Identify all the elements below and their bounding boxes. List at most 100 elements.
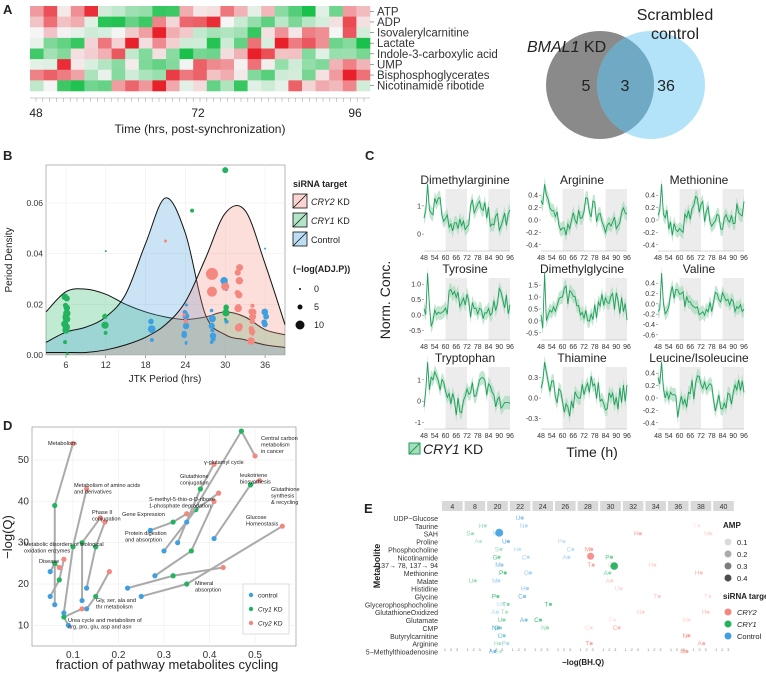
- panel-e-point: [653, 563, 657, 567]
- xtick-label: 78: [591, 344, 599, 351]
- pathway-point-cry1: [52, 560, 58, 566]
- heatmap-cell: [166, 80, 180, 92]
- legend-name: Cry2: [258, 621, 272, 628]
- panel-e-glyph: U: [498, 617, 503, 624]
- panel-e-xtick-label: 3: [546, 647, 549, 652]
- panel-e-point: [589, 626, 593, 630]
- panel-b-point: [63, 324, 67, 328]
- venn-right-title-2: control: [651, 26, 699, 43]
- heatmap-cell: [356, 27, 371, 39]
- panel-e-xtick-label: 1: [579, 647, 582, 652]
- heatmap-cell: [179, 80, 194, 92]
- panel-e-glyph: U: [516, 515, 521, 522]
- panel-e-point: [538, 618, 543, 622]
- xtick-label: 54: [665, 344, 673, 351]
- xtick-label: 60: [676, 255, 684, 262]
- xtick-label: 60: [442, 344, 450, 351]
- panel-e-xlabel: −log(BH.Q): [562, 658, 604, 667]
- heatmap-cell: [329, 59, 344, 71]
- heatmap-cell: [111, 16, 126, 28]
- panel-e-target-key: [724, 620, 732, 628]
- xtick-label: 96: [740, 255, 748, 262]
- heatmap-cell: [166, 59, 180, 71]
- series-line: [540, 184, 628, 236]
- annotation-line: conjugation: [92, 517, 121, 523]
- panel-b-point: [206, 286, 217, 297]
- heatmap-cell: [274, 48, 289, 60]
- panel-e-xtick-label: 2: [518, 647, 521, 652]
- heatmap-cell: [247, 37, 262, 49]
- heatmap-cell: [179, 59, 194, 71]
- panel-e-glyph: N: [682, 633, 687, 640]
- panel-e-glyph: T: [587, 562, 591, 569]
- heatmap-cell: [302, 59, 316, 71]
- xtick-label: 48: [537, 433, 545, 440]
- panel-e-strip-label: 36: [674, 504, 682, 511]
- xtick-label: 72: [697, 344, 705, 351]
- annotation-line: Metabolism of amino acids: [74, 483, 140, 489]
- panel-e-point: [609, 555, 614, 559]
- heatmap-cell: [234, 48, 248, 60]
- panel-b-point: [263, 313, 270, 320]
- heatmap-cell: [234, 16, 248, 28]
- panel-e-glyph: P: [492, 594, 496, 601]
- heatmap-tick-72: 72: [191, 106, 205, 120]
- heatmap-cell: [342, 80, 357, 92]
- heatmap-cell: [57, 69, 72, 81]
- panel-e-glyph: C: [498, 633, 503, 640]
- ytick-label: 0.2: [645, 205, 655, 212]
- panel-e-point: [589, 547, 594, 552]
- panel-c-legend-label: CRY1 KD: [423, 441, 483, 457]
- ytick-label: 1.0: [528, 295, 538, 302]
- panel-b-point: [221, 282, 230, 291]
- heatmap-cell: [220, 16, 235, 28]
- xtick-label: 48: [654, 344, 662, 351]
- panel-a-label: A: [3, 2, 13, 17]
- panel-b-point: [224, 319, 229, 324]
- ytick-label: 0.4: [645, 193, 655, 200]
- xtick-label: 84: [485, 344, 493, 351]
- heatmap-cell: [274, 80, 289, 92]
- heatmap-cell: [152, 59, 167, 71]
- panel-d-legend-key: [248, 620, 254, 626]
- panel-b-xlabel: JTK Period (hrs): [129, 374, 202, 385]
- ytick-label: 1.5: [528, 283, 538, 290]
- heatmap-cell: [261, 6, 276, 17]
- xtick-label: 78: [708, 255, 716, 262]
- heatmap-cell: [206, 27, 221, 39]
- pathway-point-cry2: [79, 606, 85, 612]
- heatmap-cell: [70, 37, 85, 49]
- heatmap-cell: [30, 69, 44, 81]
- panel-b-point: [182, 322, 190, 330]
- heatmap-cell: [206, 80, 221, 92]
- legend-suffix: KD: [272, 621, 283, 628]
- panel-e-point: [498, 649, 503, 654]
- heatmap-cell: [247, 59, 262, 71]
- ytick-label: 0.3: [528, 375, 538, 382]
- annotation-line: thr metabolism: [96, 605, 133, 611]
- annotation-line: Gene Expression: [122, 512, 165, 518]
- panel-b-size-label: 0: [314, 284, 319, 294]
- venn-overlap-count: 3: [621, 78, 630, 95]
- panel-b-point: [63, 340, 68, 345]
- timeseries-title: Leucine/Isoleucine: [649, 351, 749, 365]
- heatmap-cell: [315, 27, 330, 39]
- heatmap-cell: [247, 48, 262, 60]
- panel-b-xtick-label: 6: [63, 360, 68, 370]
- panel-e-metabolite-label: Glycerophosphocholine: [365, 602, 438, 609]
- panel-e-point: [524, 618, 528, 622]
- panel-b-legend-key-line: [292, 231, 308, 247]
- panel-e-strip: [713, 501, 734, 511]
- panel-e-glyph: H: [649, 562, 654, 569]
- heatmap-cell: [125, 27, 140, 39]
- panel-e-strip: [487, 501, 508, 511]
- heatmap-cell: [274, 27, 289, 39]
- panel-e-glyph: G: [492, 554, 497, 561]
- panel-d-ytick-label: 20: [18, 579, 30, 590]
- annotation-line: absorption: [195, 588, 221, 594]
- panel-b-size-label: 5: [314, 302, 319, 312]
- heatmap-cell: [288, 69, 303, 81]
- heatmap-cell: [70, 48, 85, 60]
- panel-e-target-label: CRY1: [737, 620, 757, 629]
